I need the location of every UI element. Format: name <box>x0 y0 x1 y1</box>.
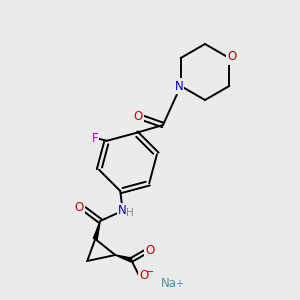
Text: N: N <box>174 80 183 92</box>
Polygon shape <box>115 255 132 262</box>
Text: −: − <box>146 267 154 277</box>
Text: O: O <box>134 110 142 124</box>
Polygon shape <box>93 221 100 239</box>
Text: O: O <box>140 269 149 283</box>
Text: O: O <box>75 202 84 214</box>
Text: Na: Na <box>161 278 177 290</box>
Text: O: O <box>228 50 237 64</box>
Text: F: F <box>92 132 98 145</box>
Text: N: N <box>118 205 127 218</box>
Text: H: H <box>126 208 134 218</box>
Text: O: O <box>146 244 155 257</box>
Text: +: + <box>175 279 183 289</box>
